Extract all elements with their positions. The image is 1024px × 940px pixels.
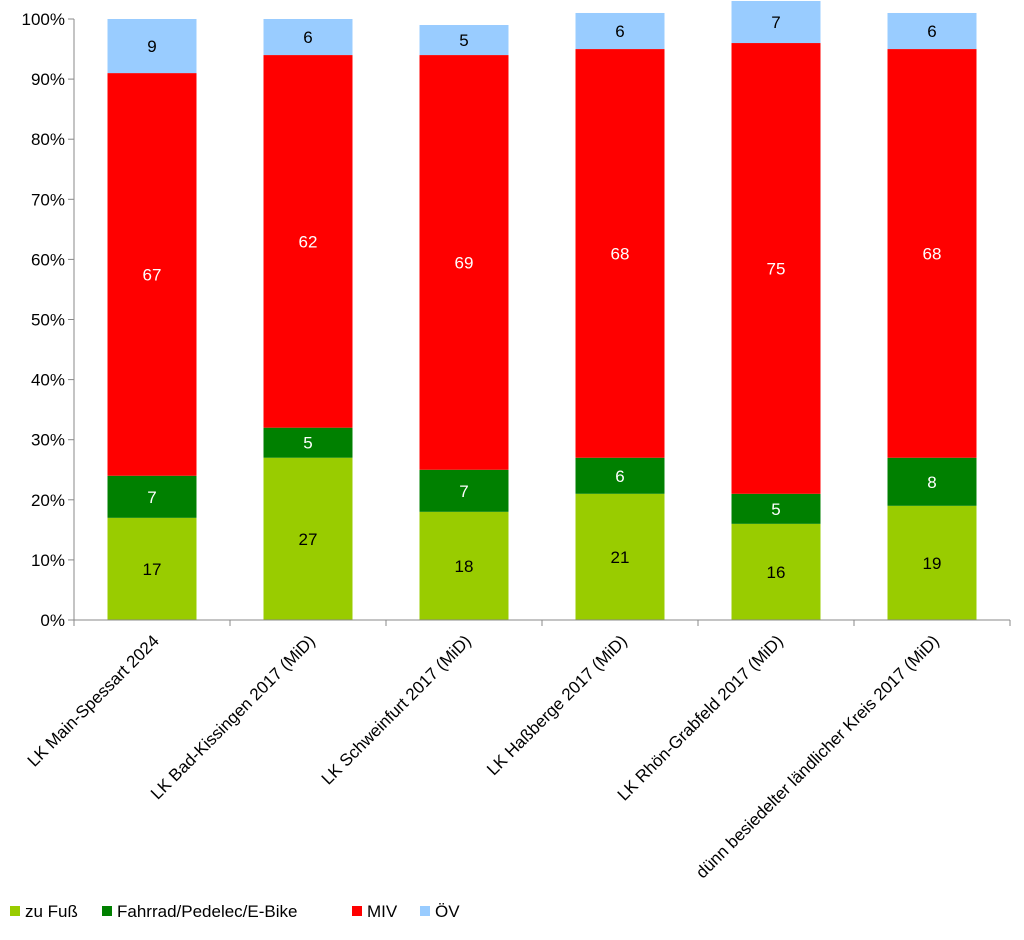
legend-swatch [352,906,362,916]
data-label: 9 [147,37,156,56]
y-tick-label: 60% [31,250,65,269]
data-label: 7 [147,488,156,507]
bar-segment [107,517,197,620]
legend-label: ÖV [435,902,460,921]
bar-segment [107,19,197,74]
bar-segment [731,523,821,620]
bar-segment [887,457,977,506]
bar-segment [887,49,977,458]
x-category-label: dünn besiedelter ländlicher Kreis 2017 (… [692,631,943,882]
x-category-label: LK Schweinfurt 2017 (MiD) [318,631,475,788]
data-label: 21 [611,548,630,567]
data-label: 68 [611,244,630,263]
bars-layer: 17 7 67 9 27 5 62 6 18 7 69 5 21 6 68 6 16 5 75 7 19 8 68 6 [107,0,977,620]
bar-segment [107,73,197,476]
bar-segment [887,505,977,620]
data-label: 8 [927,473,936,492]
data-label: 17 [143,560,162,579]
data-label: 18 [455,557,474,576]
data-label: 5 [459,31,468,50]
legend-label: zu Fuß [25,902,78,921]
legend-swatch [10,906,20,916]
y-tick-label: 100% [22,10,65,29]
x-category-label: LK Haßberge 2017 (MiD) [483,631,631,779]
legend-swatch [420,906,430,916]
data-label: 69 [455,253,474,272]
bar-segment [419,469,509,512]
data-label: 19 [923,554,942,573]
bar-segment [107,475,197,518]
y-tick-label: 30% [31,431,65,450]
data-label: 16 [767,563,786,582]
bar-segment [731,0,821,44]
data-label: 6 [615,467,624,486]
bar-segment [575,12,665,50]
bar-segment [575,457,665,494]
bar-segment [887,12,977,50]
data-label: 6 [615,22,624,41]
bar-segment [731,493,821,524]
bar-segment [419,25,509,56]
data-label: 27 [299,530,318,549]
data-label: 7 [459,482,468,501]
legend: zu Fuß Fahrrad/Pedelec/E-Bike MIV ÖV [10,902,460,921]
y-tick-label: 40% [31,371,65,390]
bar-segment [263,55,353,428]
bar-segment [263,457,353,620]
y-tick-label: 20% [31,491,65,510]
data-label: 5 [771,500,780,519]
legend-label: MIV [367,902,398,921]
data-label: 75 [767,259,786,278]
y-tick-label: 50% [31,311,65,330]
legend-swatch [102,906,112,916]
y-tick-label: 70% [31,190,65,209]
x-category-label: LK Bad-Kissingen 2017 (MiD) [147,631,319,803]
data-label: 68 [923,244,942,263]
x-category-label: LK Rhön-Grabfeld 2017 (MiD) [614,631,787,804]
x-category-label: LK Main-Spessart 2024 [24,631,163,770]
legend-label: Fahrrad/Pedelec/E-Bike [117,902,297,921]
data-label: 6 [927,22,936,41]
bar-segment [419,55,509,470]
bar-segment [575,493,665,620]
bar-segment [263,19,353,56]
data-label: 6 [303,28,312,47]
data-label: 67 [143,265,162,284]
y-tick-label: 10% [31,551,65,570]
bar-segment [263,427,353,458]
y-tick-label: 90% [31,70,65,89]
data-label: 7 [771,13,780,32]
bar-segment [419,511,509,620]
bar-segment [731,43,821,494]
data-label: 62 [299,232,318,251]
data-label: 5 [303,434,312,453]
y-tick-label: 80% [31,130,65,149]
bar-segment [575,49,665,458]
y-tick-label: 0% [40,611,65,630]
